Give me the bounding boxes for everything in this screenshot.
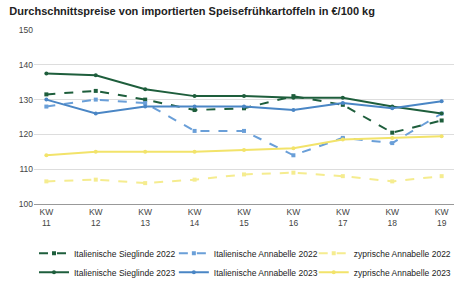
svg-text:KW14: KW14 bbox=[188, 207, 202, 228]
svg-text:Durchschnittspreise von import: Durchschnittspreise von importierten Spe… bbox=[9, 5, 375, 17]
svg-text:KW18: KW18 bbox=[385, 207, 399, 228]
svg-text:Italienische Sieglinde 2023: Italienische Sieglinde 2023 bbox=[74, 268, 175, 278]
svg-text:KW17: KW17 bbox=[336, 207, 350, 228]
svg-text:KW19: KW19 bbox=[435, 207, 449, 228]
svg-text:zyprische Annabelle 2022: zyprische Annabelle 2022 bbox=[354, 249, 451, 259]
svg-text:100: 100 bbox=[19, 199, 33, 209]
svg-text:Italienische Sieglinde 2022: Italienische Sieglinde 2022 bbox=[74, 249, 175, 259]
svg-text:140: 140 bbox=[19, 60, 33, 70]
svg-text:Italienische Annabelle 2023: Italienische Annabelle 2023 bbox=[214, 268, 318, 278]
svg-text:KW15: KW15 bbox=[237, 207, 251, 228]
svg-text:KW12: KW12 bbox=[89, 207, 103, 228]
svg-text:120: 120 bbox=[19, 129, 33, 139]
svg-text:zyprische Annabelle 2023: zyprische Annabelle 2023 bbox=[354, 268, 451, 278]
svg-text:KW16: KW16 bbox=[287, 207, 301, 228]
svg-text:KW13: KW13 bbox=[138, 207, 152, 228]
svg-text:130: 130 bbox=[19, 95, 33, 105]
svg-text:Italienische Annabelle 2022: Italienische Annabelle 2022 bbox=[214, 249, 318, 259]
svg-text:110: 110 bbox=[19, 164, 33, 174]
svg-text:KW11: KW11 bbox=[39, 207, 53, 228]
svg-text:150: 150 bbox=[19, 25, 33, 35]
